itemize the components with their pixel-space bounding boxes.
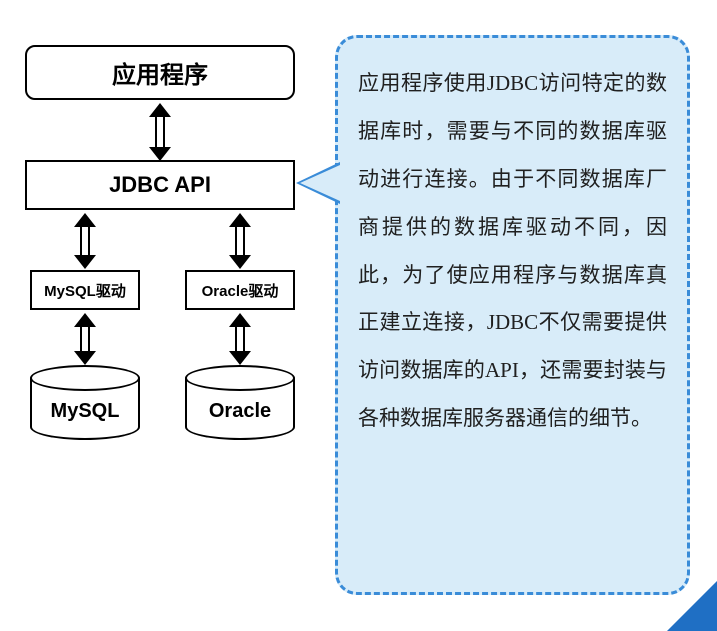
node-mysql-driver: MySQL驱动	[30, 270, 140, 310]
arrow-mysql-driver-db	[73, 313, 97, 365]
explanation-callout: 应用程序使用JDBC访问特定的数据库时，需要与不同的数据库驱动进行连接。由于不同…	[335, 35, 690, 595]
node-mysql-db-label: MySQL	[51, 400, 120, 423]
node-oracle-driver-label: Oracle驱动	[202, 280, 279, 301]
arrow-oracle-driver-db	[228, 313, 252, 365]
node-jdbc-api: JDBC API	[25, 160, 295, 210]
corner-accent	[667, 581, 717, 631]
node-oracle-db-label: Oracle	[209, 400, 271, 423]
node-jdbc-api-label: JDBC API	[109, 172, 211, 198]
node-mysql-db: MySQL	[30, 365, 140, 440]
node-application-label: 应用程序	[112, 55, 208, 90]
explanation-text: 应用程序使用JDBC访问特定的数据库时，需要与不同的数据库驱动进行连接。由于不同…	[358, 71, 667, 430]
node-mysql-driver-label: MySQL驱动	[44, 280, 126, 301]
node-application: 应用程序	[25, 45, 295, 100]
arrow-app-jdbc	[148, 103, 172, 161]
jdbc-architecture-diagram: 应用程序 JDBC API MySQL驱动 Oracle驱动 MySQL Ora…	[15, 45, 315, 525]
arrow-jdbc-mysql-driver	[73, 213, 97, 269]
node-oracle-driver: Oracle驱动	[185, 270, 295, 310]
node-oracle-db: Oracle	[185, 365, 295, 440]
arrow-jdbc-oracle-driver	[228, 213, 252, 269]
callout-tail	[300, 165, 340, 201]
